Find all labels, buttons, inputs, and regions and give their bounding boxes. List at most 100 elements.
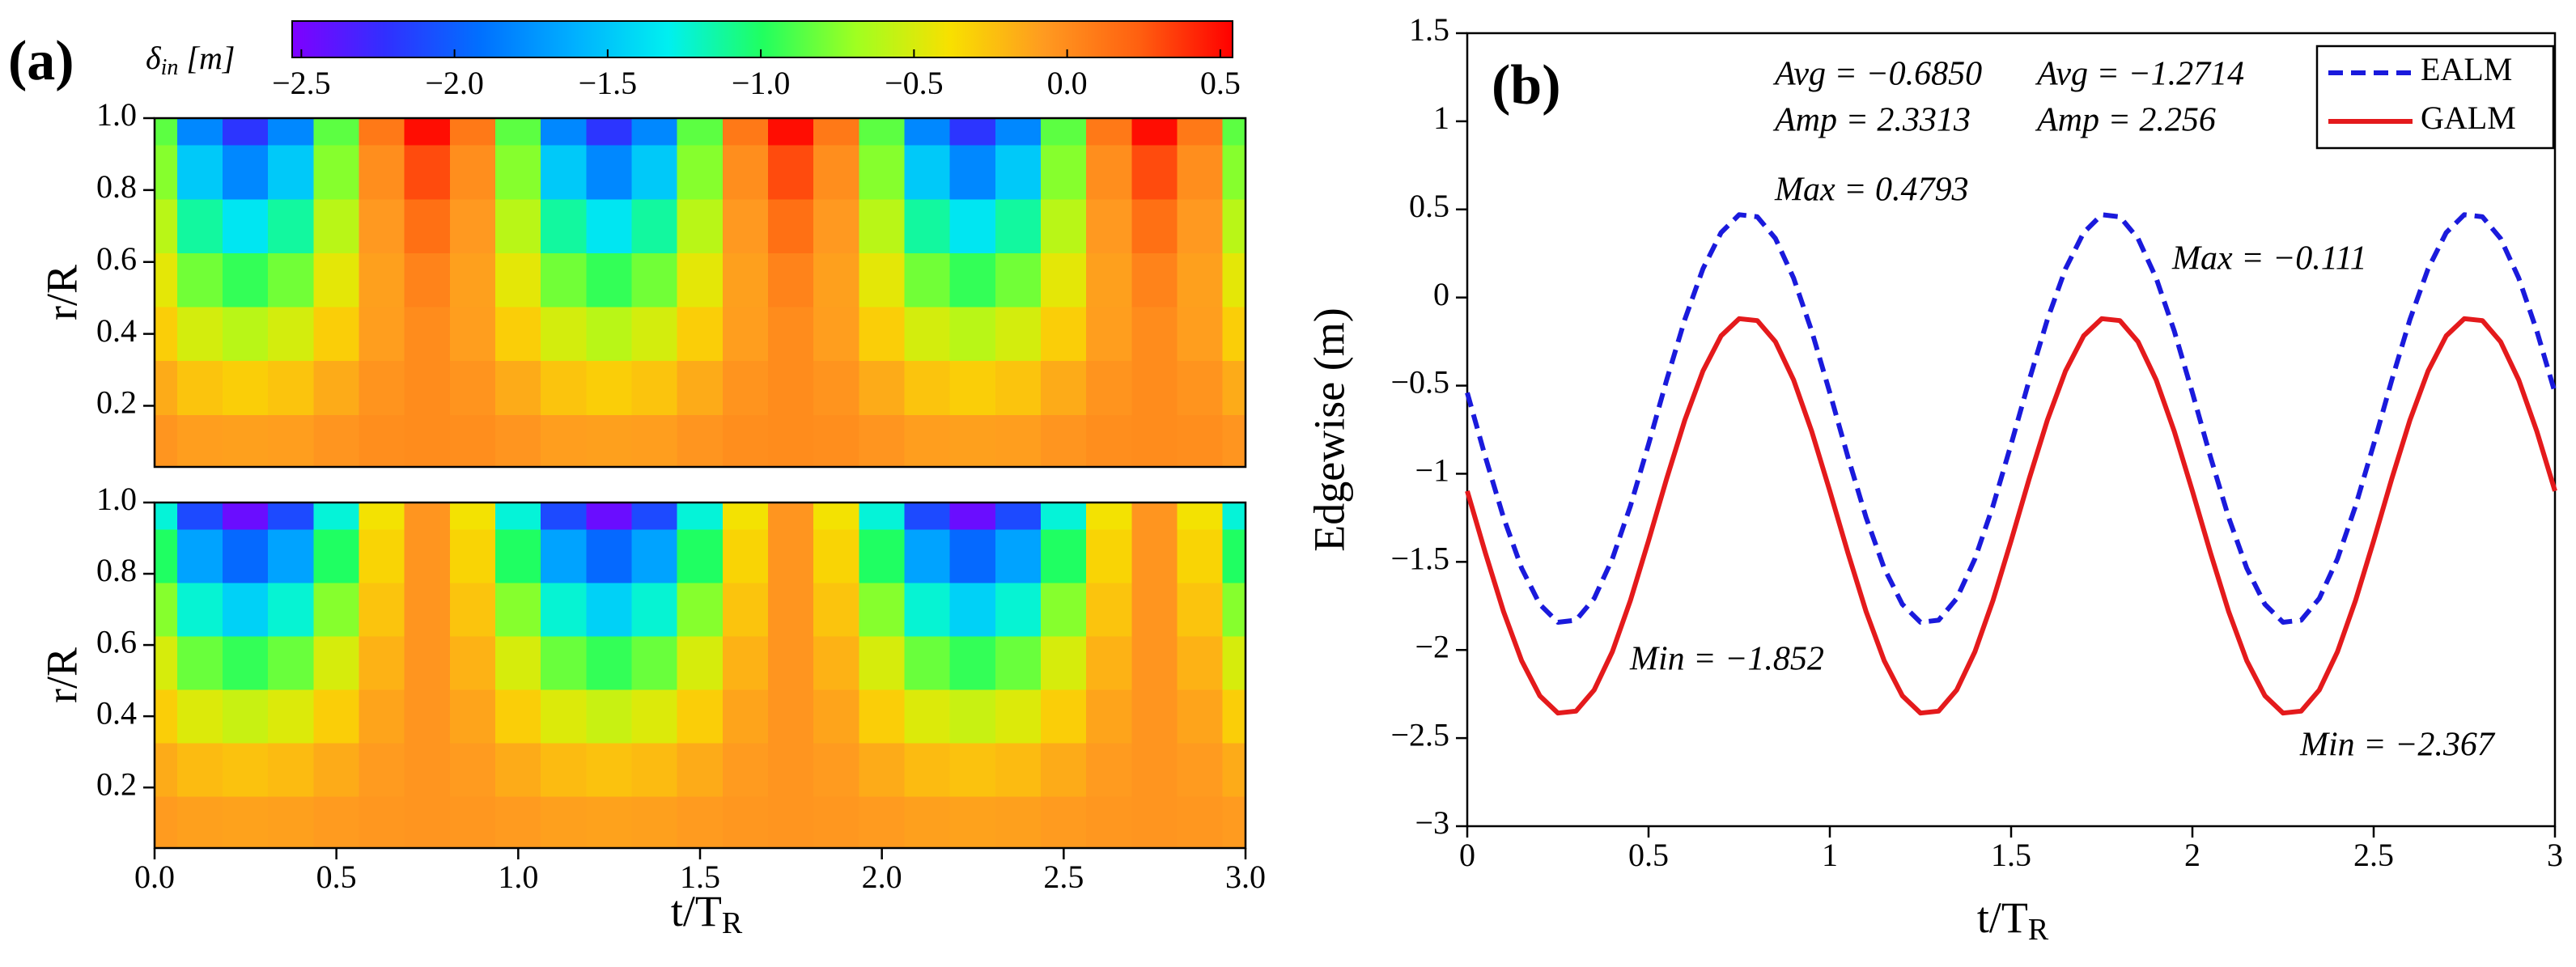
contour-cell xyxy=(449,502,496,530)
contour-cell xyxy=(1222,635,1246,690)
contour-cell xyxy=(1086,502,1132,530)
contour-cell xyxy=(1086,689,1132,744)
contour-cell xyxy=(494,689,541,744)
contour-cell xyxy=(1086,795,1132,849)
contour-cell xyxy=(1177,689,1224,744)
contour-cell xyxy=(1222,414,1246,468)
contour-cell xyxy=(222,360,269,415)
contour-cell xyxy=(677,306,724,362)
contour-cell xyxy=(176,528,223,583)
contour-cell xyxy=(359,582,405,637)
contour-cell xyxy=(268,582,314,637)
annotation: Max = 0.4793 xyxy=(1774,172,1968,209)
contour-cell xyxy=(631,582,678,637)
contour-cell xyxy=(859,145,906,200)
contour-cell xyxy=(1040,414,1087,468)
x-tick-label: 2 xyxy=(2184,837,2200,873)
contour-cell xyxy=(586,252,633,307)
contour-cell xyxy=(359,795,405,849)
contour-cell xyxy=(631,306,678,362)
contour-cell xyxy=(586,360,633,415)
contour-cell xyxy=(904,795,951,849)
legend-label: EALM xyxy=(2421,51,2512,87)
contour-cell xyxy=(677,145,724,200)
x-label-subscript: R xyxy=(2028,913,2049,947)
contour-cell xyxy=(859,742,906,797)
contour-cell xyxy=(404,414,451,468)
annotation: Min = −2.367 xyxy=(2299,727,2496,764)
contour-cell xyxy=(677,198,724,253)
x-tick-label: 1.5 xyxy=(680,859,720,895)
contour-cell xyxy=(404,742,451,797)
contour-cell xyxy=(767,198,814,253)
contour-cell xyxy=(313,582,360,637)
contour-cell xyxy=(359,306,405,362)
contour-cell xyxy=(1131,306,1178,362)
contour-cell xyxy=(631,145,678,200)
contour-cell xyxy=(859,360,906,415)
contour-cell xyxy=(222,742,269,797)
contour-cell xyxy=(268,145,314,200)
contour-cell xyxy=(154,360,178,415)
contour-cell xyxy=(494,145,541,200)
y-tick-label: 0.8 xyxy=(96,168,137,205)
y-tick-label: 0.4 xyxy=(96,312,137,349)
y-tick-label: 0.4 xyxy=(96,694,137,731)
contour-cell xyxy=(949,252,996,307)
contour-cell xyxy=(767,145,814,200)
contour-cell xyxy=(541,117,587,146)
contour-cell xyxy=(904,689,951,744)
contour-cell xyxy=(313,742,360,797)
contour-cell xyxy=(541,795,587,849)
contour-cell xyxy=(767,252,814,307)
contour-cell xyxy=(1131,742,1178,797)
contour-cell xyxy=(313,360,360,415)
contour-cell xyxy=(1040,306,1087,362)
contour-cell xyxy=(722,795,769,849)
contour-cell xyxy=(268,528,314,583)
contour-cell xyxy=(1177,414,1224,468)
contour-cell xyxy=(631,528,678,583)
contour-cell xyxy=(222,198,269,253)
contour-cell xyxy=(677,117,724,146)
annotation: Amp = 2.256 xyxy=(2035,102,2216,139)
contour-cell xyxy=(268,635,314,690)
contour-cell xyxy=(1222,528,1246,583)
y-tick-label: −0.5 xyxy=(1390,364,1449,401)
contour-cell xyxy=(813,360,859,415)
contour-cell xyxy=(767,502,814,530)
y-axis-label: Edgewise (m) xyxy=(1305,307,1353,551)
colorbar-unit: [m] xyxy=(178,40,235,76)
colorbar-symbol: δ xyxy=(146,40,162,76)
contour-cell xyxy=(767,689,814,744)
contour-cell xyxy=(767,117,814,146)
contour-cell xyxy=(1040,635,1087,690)
contour-cell xyxy=(494,795,541,849)
x-tick-label: 0.5 xyxy=(316,859,357,895)
contour-cell xyxy=(1040,795,1087,849)
y-tick-label: 1.0 xyxy=(96,481,137,517)
contour-cell xyxy=(541,252,587,307)
contour-cell xyxy=(631,117,678,146)
contour-cell xyxy=(313,635,360,690)
contour-cell xyxy=(995,742,1042,797)
contour-cell xyxy=(268,742,314,797)
contour-cell xyxy=(359,360,405,415)
contour-cell xyxy=(767,360,814,415)
contour-cell xyxy=(586,198,633,253)
contour-cell xyxy=(1222,502,1246,530)
contour-cell xyxy=(359,528,405,583)
contour-cell xyxy=(268,306,314,362)
contour-cell xyxy=(904,582,951,637)
y-tick-label: 1.0 xyxy=(96,96,137,133)
panel-label: (a) xyxy=(8,30,74,92)
contour-cell xyxy=(541,528,587,583)
contour-cell xyxy=(176,145,223,200)
x-axis-label: t/TR xyxy=(671,887,743,939)
contour-cell xyxy=(722,742,769,797)
contour-cell xyxy=(859,414,906,468)
contour-cell xyxy=(631,689,678,744)
contour-cell xyxy=(813,742,859,797)
contour-cell xyxy=(154,252,178,307)
y-tick-label: −1 xyxy=(1415,452,1449,489)
